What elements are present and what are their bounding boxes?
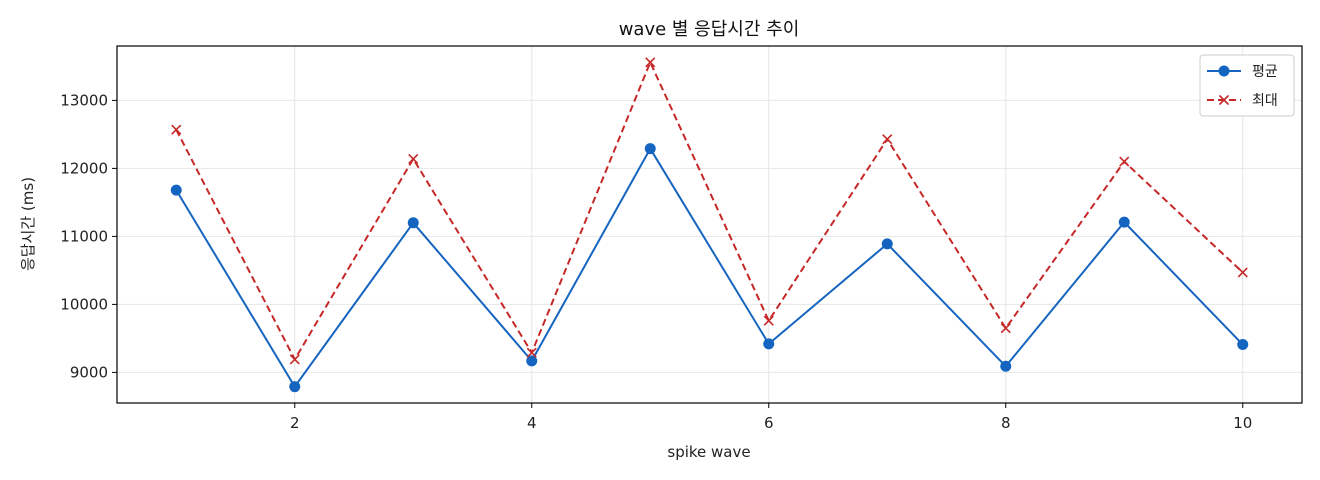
x-tick-label: 8 — [1001, 414, 1011, 432]
data-point — [407, 217, 419, 229]
data-point — [289, 354, 300, 365]
y-tick-label: 9000 — [70, 363, 108, 381]
x-axis: 2 4 6 8 10 — [290, 403, 1252, 432]
series-1 — [170, 143, 1249, 393]
y-tick-label: 10000 — [60, 295, 108, 313]
data-point — [645, 57, 656, 68]
legend-label: 최대 — [1252, 93, 1278, 109]
legend-entry: 최대 — [1207, 93, 1278, 109]
legend-entry: 평균 — [1207, 64, 1278, 80]
data-point — [1237, 267, 1248, 278]
data-point — [644, 143, 656, 155]
legend-box — [1199, 54, 1295, 117]
data-point — [408, 153, 419, 164]
x-tick-label: 6 — [764, 414, 774, 432]
data-point — [763, 315, 774, 326]
x-tick-label: 4 — [527, 414, 537, 432]
data-point — [882, 134, 893, 145]
data-point — [763, 338, 775, 350]
y-tick-label: 11000 — [60, 227, 108, 245]
y-axis: 9000 10000 11000 12000 13000 — [60, 91, 117, 381]
grid — [117, 46, 1302, 403]
legend-marker — [1218, 65, 1230, 77]
data-point — [171, 124, 182, 135]
chart-title: wave 별 응답시간 추이 — [619, 19, 800, 40]
data-point — [1000, 360, 1012, 372]
legend-label: 평균 — [1252, 64, 1278, 80]
x-tick-label: 2 — [290, 414, 300, 432]
plot-area — [116, 45, 1303, 404]
y-axis-label: 응답시간 (ms) — [19, 177, 37, 271]
data-point — [1118, 216, 1130, 228]
x-tick-label: 10 — [1233, 414, 1252, 432]
data-point — [170, 184, 182, 196]
series-layer — [170, 57, 1249, 393]
data-point — [289, 381, 301, 393]
y-tick-label: 13000 — [60, 91, 108, 109]
legend-marker — [1218, 94, 1230, 106]
series-2 — [171, 57, 1248, 365]
data-point — [1119, 156, 1130, 167]
data-point — [526, 347, 537, 358]
data-point — [881, 238, 893, 250]
data-point — [1000, 323, 1011, 334]
series-line — [175, 147, 1244, 388]
x-axis-label: spike wave — [667, 443, 750, 461]
series-line — [175, 61, 1244, 361]
data-point — [526, 355, 538, 367]
data-point — [1237, 339, 1249, 351]
y-tick-label: 12000 — [60, 159, 108, 177]
